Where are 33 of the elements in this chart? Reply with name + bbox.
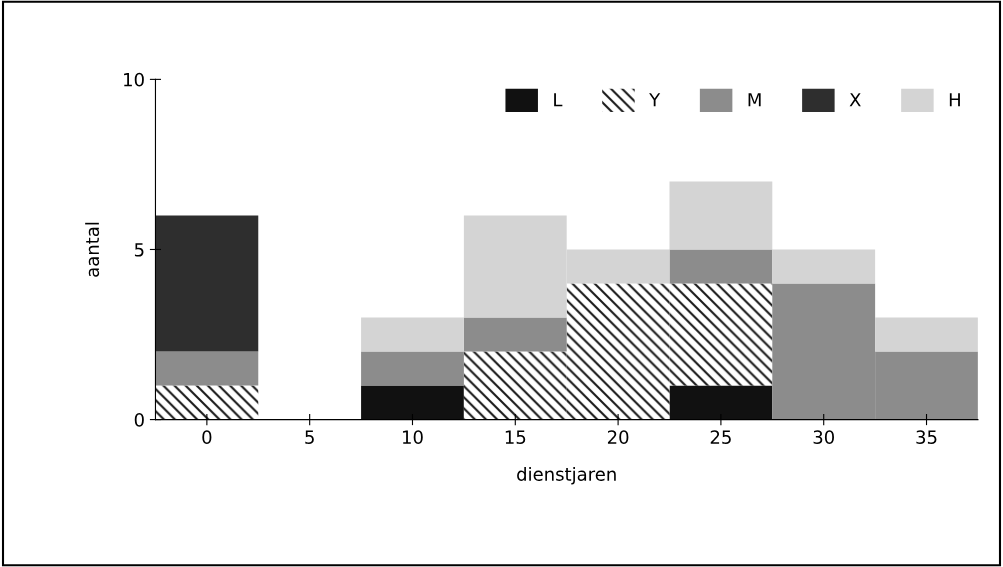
- bar: [463, 317, 567, 352]
- y-tick-label: 10: [124, 72, 144, 87]
- x-tick-label: 15: [505, 430, 526, 444]
- x-tick-label: 20: [607, 430, 629, 444]
- x-tick-label: 0: [202, 430, 212, 444]
- x-tick-label: 30: [813, 430, 834, 444]
- bar: [361, 317, 464, 352]
- bar: [669, 181, 773, 250]
- legend-label: H: [949, 93, 960, 107]
- bar: [669, 249, 773, 284]
- x-tick-label: 25: [710, 430, 731, 444]
- legend-label: Y: [649, 93, 661, 107]
- legend-label: M: [748, 93, 761, 107]
- legend-label: L: [554, 93, 563, 107]
- bar: [772, 249, 876, 284]
- bar: [155, 385, 259, 420]
- bar: [669, 385, 773, 420]
- bar: [463, 351, 567, 420]
- y-tick-label: 0: [134, 413, 144, 427]
- legend-label: X: [849, 93, 861, 107]
- bar: [155, 215, 259, 352]
- bar: [669, 283, 773, 386]
- bar: [566, 283, 670, 420]
- bar: [875, 317, 978, 352]
- x-tick-label: 5: [305, 430, 314, 444]
- bar: [155, 351, 259, 386]
- y-axis-title: aantal: [85, 222, 100, 277]
- bar: [361, 385, 464, 420]
- y-tick-label: 5: [134, 243, 144, 257]
- bar: [361, 351, 464, 386]
- x-tick-label: 35: [916, 430, 937, 444]
- x-tick-label: 10: [402, 430, 423, 444]
- x-axis-title: dienstjaren: [517, 466, 616, 485]
